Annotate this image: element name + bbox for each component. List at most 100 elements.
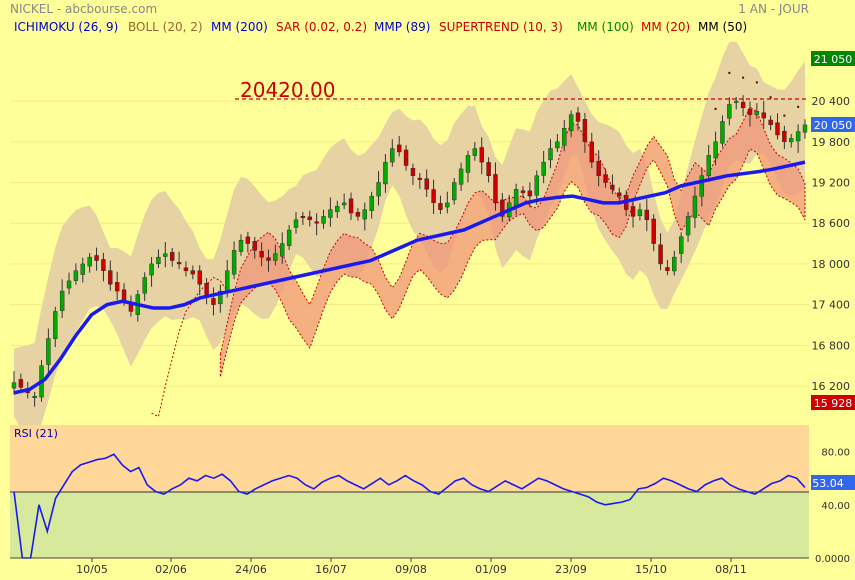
candle: [383, 161, 388, 185]
y-tick-label: 19 800: [812, 136, 851, 149]
candle: [176, 262, 182, 265]
sar-dot: [742, 76, 745, 79]
level-line-label: 20420.00: [240, 78, 335, 102]
candle: [568, 114, 574, 132]
candle: [699, 175, 705, 197]
y-tick-label: 18 000: [812, 258, 851, 271]
x-tick-label: 15/10: [635, 563, 667, 576]
candle: [795, 131, 801, 142]
legend-item: SUPERTREND (10, 3): [439, 20, 563, 34]
candle: [582, 119, 588, 142]
candle: [376, 182, 381, 197]
sar-dot: [714, 107, 717, 110]
candle: [672, 256, 677, 272]
x-tick-label: 08/11: [715, 563, 747, 576]
high-price-badge: [811, 51, 855, 66]
candle: [692, 195, 698, 218]
candle: [747, 109, 753, 115]
x-tick-label: 16/07: [315, 563, 347, 576]
candle: [802, 124, 808, 133]
legend-item: BOLL (20, 2): [128, 20, 203, 34]
candle: [231, 250, 237, 275]
candle: [775, 122, 780, 136]
candle: [307, 216, 312, 221]
candle: [410, 167, 416, 176]
y-tick-label: 20 400: [812, 95, 851, 108]
candle: [548, 148, 553, 161]
candle: [390, 148, 395, 163]
candle: [644, 209, 649, 221]
y-tick-label: 16 800: [812, 339, 851, 352]
candle: [555, 141, 560, 149]
low-price-badge: [811, 395, 855, 410]
candle: [610, 184, 615, 190]
x-tick-label: 10/05: [76, 563, 108, 576]
candle: [637, 209, 643, 217]
y-tick-label: 16 200: [812, 380, 851, 393]
candle: [479, 147, 484, 163]
high-price-value: 21 050: [814, 53, 853, 66]
period-label: 1 AN - JOUR: [738, 2, 809, 16]
rsi-label: RSI (21): [14, 427, 58, 440]
candle: [754, 111, 760, 115]
candle: [513, 189, 519, 208]
candle: [218, 290, 223, 305]
candle: [685, 216, 691, 236]
rsi-value-badge: [811, 475, 855, 490]
candle: [417, 177, 423, 180]
candle: [362, 209, 367, 220]
candle: [59, 290, 65, 311]
candle: [500, 199, 505, 217]
candle: [328, 209, 333, 218]
candle: [706, 155, 711, 177]
rsi-tick-label: 0.0000: [815, 554, 850, 565]
candle: [300, 216, 306, 218]
legend-item: SAR (0.02, 0.2): [276, 20, 367, 34]
legend-item: MM (20): [641, 20, 690, 34]
candle: [472, 148, 478, 156]
rsi-tick-label: 40.00: [821, 501, 850, 512]
candle: [541, 161, 546, 176]
y-tick-label: 18 600: [812, 217, 851, 230]
candle: [713, 141, 718, 159]
candle: [734, 100, 739, 103]
candle: [335, 206, 340, 213]
candle: [32, 396, 37, 398]
sar-dot: [783, 114, 786, 117]
candle: [678, 236, 684, 254]
candle: [252, 240, 257, 251]
candle: [727, 104, 732, 119]
candle: [142, 277, 147, 294]
bollinger-band: [14, 41, 805, 450]
candle: [280, 243, 285, 257]
x-tick-label: 09/08: [395, 563, 427, 576]
y-tick-label: 19 200: [812, 177, 851, 190]
candle: [149, 263, 154, 276]
sar-dot: [769, 96, 772, 99]
candle: [562, 128, 567, 146]
candle: [452, 182, 457, 201]
legend-item: MMP (89): [374, 20, 430, 34]
rsi-overbought-zone: [10, 425, 809, 492]
candle: [321, 216, 326, 224]
candle: [259, 251, 264, 258]
date-axis: 10/05 02/06 24/06 16/07 09/08 01/09 23/09 15/10…: [76, 558, 747, 576]
candle: [396, 144, 402, 153]
legend-item: MM (200): [211, 20, 268, 34]
candle: [245, 236, 251, 244]
candle: [238, 239, 244, 252]
rsi-line: [13, 453, 806, 559]
candle: [424, 178, 429, 190]
candle: [101, 259, 106, 271]
candle: [66, 280, 72, 289]
candle: [183, 267, 189, 271]
candle: [369, 195, 374, 211]
rsi-axis: 80.00 40.00 0.0000: [815, 448, 850, 565]
candle: [266, 257, 271, 261]
candle: [596, 161, 601, 176]
rsi-tick-label: 80.00: [821, 448, 850, 459]
candle: [431, 189, 436, 204]
candle: [341, 202, 347, 206]
candle: [197, 270, 202, 285]
legend-item: MM (50): [698, 20, 747, 34]
